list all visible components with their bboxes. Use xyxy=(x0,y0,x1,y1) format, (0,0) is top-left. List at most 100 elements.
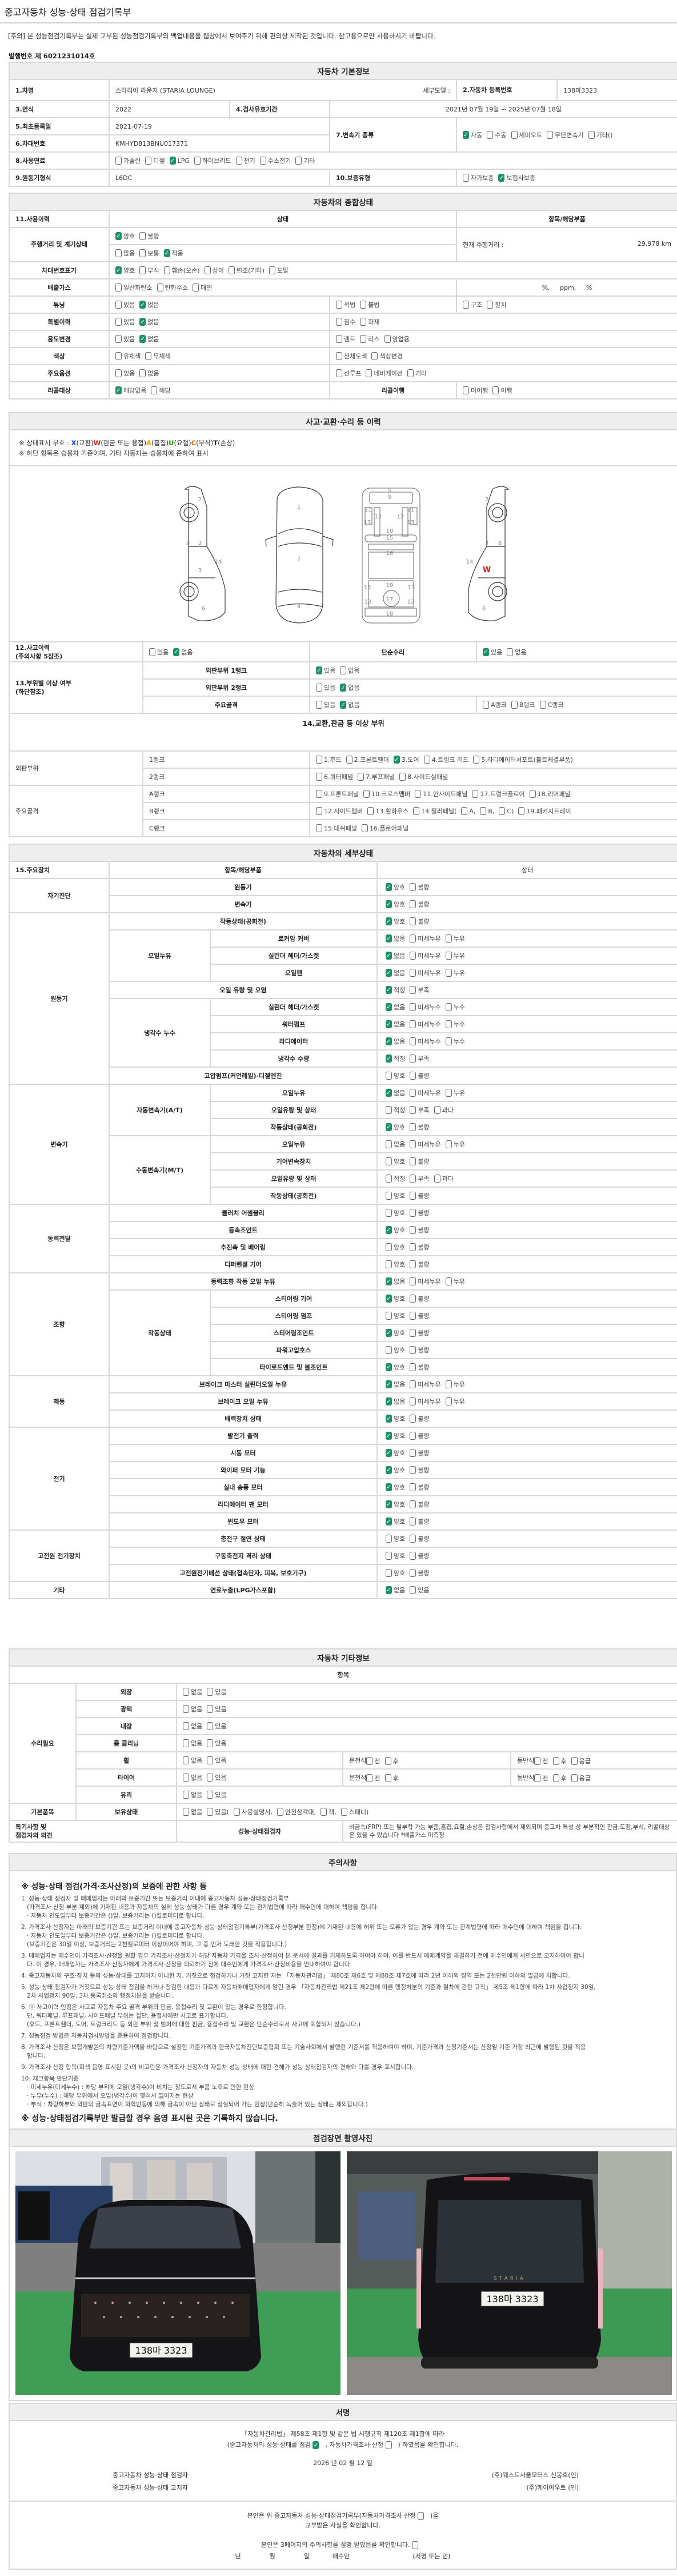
checkbox-icon[interactable] xyxy=(410,1037,416,1045)
checkbox-option[interactable]: 세미오토 xyxy=(511,130,542,139)
checkbox-icon[interactable] xyxy=(410,1192,416,1200)
checkbox-option[interactable]: 하이브리드 xyxy=(194,156,231,165)
checkbox-icon[interactable] xyxy=(316,790,322,798)
checkbox-icon[interactable] xyxy=(415,790,422,798)
checkbox-option[interactable]: ✓ LPG xyxy=(169,157,190,165)
checkbox-option[interactable]: 미세누유 xyxy=(410,1277,441,1286)
checkbox-icon[interactable] xyxy=(534,1756,541,1765)
checked-box-icon[interactable]: ✓ xyxy=(340,684,347,692)
checked-box-icon[interactable]: ✓ xyxy=(340,701,347,709)
checkbox-option[interactable]: 훼손(오손) xyxy=(163,266,200,275)
checked-box-icon[interactable]: ✓ xyxy=(386,1517,392,1525)
checkbox-icon[interactable] xyxy=(410,1226,416,1234)
checked-box-icon[interactable]: ✓ xyxy=(115,266,122,274)
checkbox-option[interactable]: 전체도색 xyxy=(336,352,367,361)
checkbox-icon[interactable] xyxy=(386,1552,392,1560)
checkbox-option[interactable]: 부족 xyxy=(410,1174,430,1183)
checkbox-icon[interactable] xyxy=(410,1329,416,1337)
checkbox-icon[interactable] xyxy=(410,1449,416,1457)
checkbox-icon[interactable] xyxy=(410,1123,416,1131)
checkbox-icon[interactable] xyxy=(183,1791,189,1799)
checkbox-option[interactable]: 누수 xyxy=(445,1003,465,1012)
checkbox-option[interactable]: 후 xyxy=(552,1774,567,1783)
checkbox-option[interactable]: 양호 xyxy=(386,1551,405,1560)
checkbox-option[interactable]: 양호 xyxy=(386,1243,405,1252)
checkbox-option[interactable]: 보통 xyxy=(139,249,159,258)
checkbox-option[interactable]: 부족 xyxy=(410,985,430,995)
checkbox-icon[interactable] xyxy=(193,283,199,291)
checkbox-icon[interactable] xyxy=(316,773,322,781)
checked-box-icon[interactable]: ✓ xyxy=(483,648,489,656)
checkbox-option[interactable]: 12.사이드멤버 xyxy=(316,806,363,816)
checkbox-option[interactable]: 불량 xyxy=(410,1071,430,1080)
checkbox-icon[interactable] xyxy=(386,1157,392,1165)
checkbox-icon[interactable] xyxy=(183,1688,189,1696)
checkbox-icon[interactable] xyxy=(529,790,536,798)
checkbox-icon[interactable] xyxy=(145,352,152,360)
checked-box-icon[interactable]: ✓ xyxy=(386,952,392,960)
checkbox-option[interactable]: 해당 xyxy=(151,386,171,395)
checkbox-option[interactable]: 7.루프패널 xyxy=(357,772,395,781)
checkbox-option[interactable]: 기타 xyxy=(295,156,315,165)
checkbox-option[interactable]: 불법 xyxy=(360,300,380,309)
checkbox-icon[interactable] xyxy=(410,1260,416,1268)
checked-box-icon[interactable]: ✓ xyxy=(386,1432,392,1440)
checkbox-option[interactable]: 누수 xyxy=(445,1037,465,1046)
checkbox-icon[interactable] xyxy=(473,756,480,764)
checkbox-option[interactable]: ✓ 양호 xyxy=(386,1500,405,1509)
checkbox-option[interactable]: ✓ 없음 xyxy=(386,951,405,960)
checkbox-option[interactable]: 누유 xyxy=(445,1397,465,1406)
checkbox-icon[interactable] xyxy=(571,1774,578,1782)
checkbox-icon[interactable] xyxy=(259,157,266,165)
checkbox-icon[interactable] xyxy=(151,386,158,394)
checkbox-icon[interactable] xyxy=(386,1175,392,1183)
checkbox-option[interactable]: 불량 xyxy=(410,1568,430,1577)
checkbox-option[interactable]: 있음 xyxy=(207,1756,227,1765)
checkbox-icon[interactable] xyxy=(511,701,518,709)
checkbox-option[interactable]: 4.트렁크 리드 xyxy=(423,755,468,764)
checkbox-option[interactable]: 미세누유 xyxy=(410,968,441,977)
checkbox-option[interactable]: 있음 xyxy=(115,300,135,309)
checkbox-option[interactable]: 기타 xyxy=(407,369,427,378)
checkbox-icon[interactable] xyxy=(207,1791,214,1799)
checkbox-option[interactable]: 불량 xyxy=(410,1500,430,1509)
checkbox-icon[interactable] xyxy=(357,773,364,781)
checkbox-option[interactable]: 불량 xyxy=(410,1431,430,1440)
checkbox-option[interactable]: 많음 xyxy=(115,249,135,258)
checkbox-icon[interactable] xyxy=(336,335,342,343)
checkbox-option[interactable]: C랭크 xyxy=(539,700,563,709)
checkbox-icon[interactable] xyxy=(410,1363,416,1371)
checkbox-icon[interactable] xyxy=(183,1756,189,1764)
checkbox-icon[interactable] xyxy=(410,1089,416,1097)
checked-box-icon[interactable]: ✓ xyxy=(386,1466,392,1474)
checkbox-icon[interactable] xyxy=(115,369,122,377)
checkbox-icon[interactable] xyxy=(163,266,170,274)
checkbox-option[interactable]: 잭, xyxy=(321,1807,337,1816)
checked-box-icon[interactable]: ✓ xyxy=(386,900,392,908)
checkbox-option[interactable]: ✓ 없음 xyxy=(386,1397,405,1406)
checkbox-option[interactable]: ✓ 적음 xyxy=(163,249,183,258)
checked-box-icon[interactable]: ✓ xyxy=(386,1055,392,1063)
photo-rear-view[interactable]: STARIA 138마 3323 xyxy=(347,2151,672,2395)
checkbox-icon[interactable] xyxy=(410,1020,416,1028)
checked-box-icon[interactable]: ✓ xyxy=(386,1483,392,1491)
checked-box-icon[interactable]: ✓ xyxy=(393,756,400,764)
checkbox-option[interactable]: 과다 xyxy=(434,1105,454,1115)
checkbox-icon[interactable] xyxy=(413,807,420,815)
checked-box-icon[interactable]: ✓ xyxy=(386,1037,392,1045)
checkbox-option[interactable]: 없음 xyxy=(183,1773,202,1782)
checkbox-option[interactable]: 있음 xyxy=(115,317,135,326)
checkbox-option[interactable]: 미세누수 xyxy=(410,1037,441,1046)
checkbox-option[interactable]: 전 xyxy=(366,1756,380,1766)
checkbox-option[interactable]: 있음 xyxy=(207,1722,227,1731)
checkbox-option[interactable]: 양호 xyxy=(386,1345,405,1355)
checkbox-option[interactable]: 16.플로어패널 xyxy=(361,824,408,833)
checkbox-icon[interactable] xyxy=(386,1535,392,1543)
checkbox-option[interactable]: 있음 xyxy=(207,1704,227,1714)
checkbox-icon[interactable] xyxy=(445,969,452,977)
checkbox-option[interactable]: 가솔린 xyxy=(115,156,141,165)
checkbox-option[interactable]: 양호 xyxy=(386,1157,405,1166)
checkbox-option[interactable]: 유채색 xyxy=(115,352,141,361)
checkbox-option[interactable]: 누유 xyxy=(445,968,465,977)
checkbox-icon[interactable] xyxy=(407,369,414,377)
